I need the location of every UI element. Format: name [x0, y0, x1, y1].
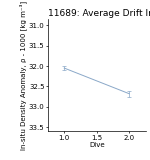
X-axis label: Dive: Dive — [89, 142, 105, 148]
Text: 11689: Average Drift In-Situ Density: 11689: Average Drift In-Situ Density — [48, 9, 150, 18]
Y-axis label: In-situ Density Anomaly, ρ - 1000 [kg m⁻³]: In-situ Density Anomaly, ρ - 1000 [kg m⁻… — [20, 1, 27, 150]
